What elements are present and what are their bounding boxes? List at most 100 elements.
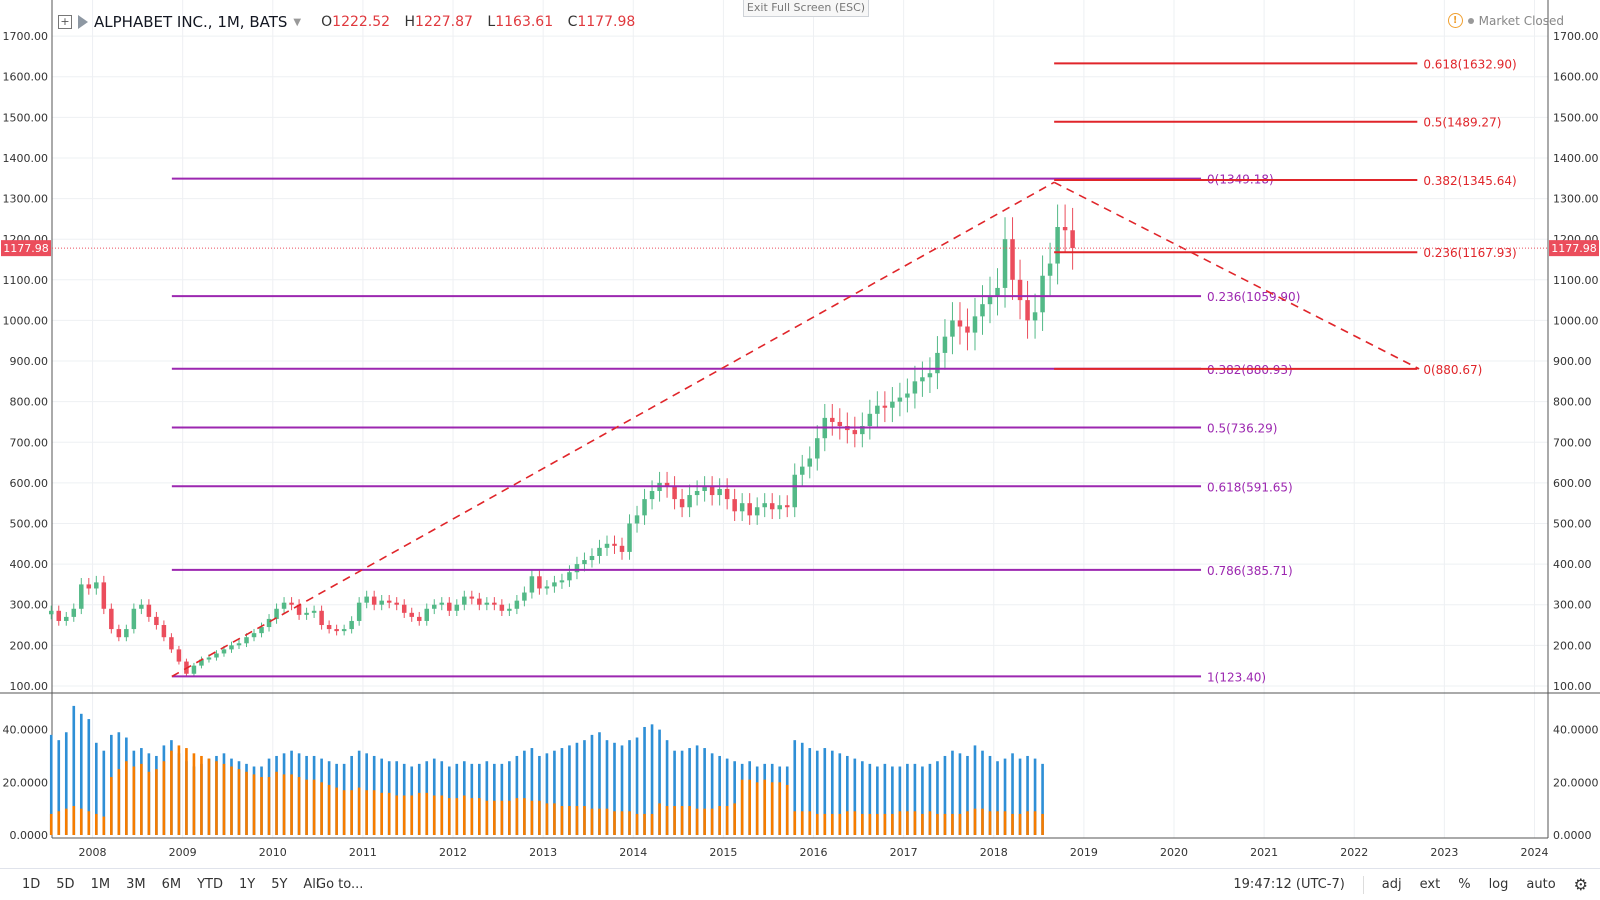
candle-body	[1002, 239, 1008, 288]
add-compare-icon[interactable]: +	[58, 15, 72, 29]
volume-bar-orange	[845, 811, 849, 835]
volume-bar-orange	[973, 808, 977, 835]
volume-bar-blue	[64, 732, 68, 835]
candle-body	[619, 545, 625, 552]
volume-bar-blue	[673, 750, 676, 835]
candle-body	[266, 618, 272, 628]
ext-toggle[interactable]: ext	[1419, 877, 1441, 892]
bottom-toolbar: 1D 5D 1M 3M 6M YTD 1Y 5Y All Go to... 19:47:12 (…	[0, 868, 1600, 900]
price-tick-label-left: 400.00	[10, 558, 49, 571]
volume-bar-blue	[921, 766, 924, 835]
volume-bar-orange	[1033, 811, 1037, 835]
log-toggle[interactable]: log	[1488, 877, 1509, 892]
range-button-ytd[interactable]: YTD	[197, 877, 223, 892]
range-button-1y[interactable]: 1Y	[238, 877, 256, 892]
percent-toggle[interactable]: %	[1458, 877, 1471, 892]
symbol-title[interactable]: ALPHABET INC., 1M, BATS	[94, 13, 288, 31]
exit-fullscreen-button[interactable]: Exit Full Screen (ESC)	[743, 0, 869, 17]
auto-toggle[interactable]: auto	[1526, 877, 1556, 892]
volume-bar-orange	[402, 795, 406, 835]
divider	[1362, 875, 1364, 894]
candle-body	[289, 602, 294, 605]
candle-body	[169, 637, 174, 650]
volume-bar-blue	[545, 753, 549, 835]
fib-retracement-label: 0.786(385.71)	[1207, 564, 1293, 578]
volume-bar-blue	[493, 763, 496, 835]
volume-bar-orange	[913, 811, 917, 835]
volume-bar-orange	[440, 795, 444, 835]
candle-body	[1070, 230, 1075, 249]
volume-bar-orange	[252, 774, 256, 835]
candle-body	[1062, 227, 1068, 231]
range-button-1m[interactable]: 1M	[90, 877, 111, 892]
volume-bar-orange	[447, 798, 451, 835]
candle-body	[161, 625, 167, 638]
gear-icon[interactable]: ⚙	[1573, 875, 1588, 894]
candle-body	[424, 608, 430, 621]
candle-body	[101, 582, 107, 609]
volume-bar-orange	[230, 766, 233, 835]
volume-bar-orange	[598, 808, 601, 835]
volume-tick-label-left: 0.0000	[10, 829, 49, 842]
volume-bar-blue	[553, 750, 556, 835]
volume-bar-orange	[102, 816, 106, 835]
volume-bar-orange	[357, 787, 361, 835]
candle-body	[379, 600, 384, 605]
volume-bar-blue	[838, 753, 842, 835]
adj-toggle[interactable]: adj	[1381, 877, 1402, 892]
volume-bar-orange	[538, 800, 541, 835]
volume-bar-orange	[508, 800, 511, 835]
candle-body	[281, 602, 287, 609]
range-button-5y[interactable]: 5Y	[271, 877, 288, 892]
candle-body	[987, 296, 993, 305]
price-tick-label-right: 500.00	[1553, 517, 1592, 530]
volume-bar-orange	[342, 790, 346, 835]
volume-bar-orange	[695, 808, 699, 835]
time-tick-label: 2014	[619, 846, 647, 859]
range-button-3m[interactable]: 3M	[126, 877, 146, 892]
volume-bar-orange	[312, 779, 316, 835]
volume-bar-orange	[87, 811, 91, 835]
volume-bar-blue	[508, 761, 511, 835]
candle-body	[800, 466, 805, 475]
volume-bar-orange	[943, 813, 947, 835]
candle-body	[747, 503, 752, 516]
toolbar-right: 19:47:12 (UTC-7) adj ext % log auto ⚙	[1233, 875, 1588, 894]
price-tick-label-right: 300.00	[1553, 599, 1592, 612]
candle-body	[86, 584, 92, 589]
volume-bar-blue	[906, 763, 909, 835]
price-tick-label-right: 200.00	[1553, 639, 1592, 652]
volume-bar-blue	[966, 755, 969, 835]
volume-bar-orange	[1026, 811, 1029, 835]
candle-body	[597, 547, 602, 556]
goto-button[interactable]: Go to...	[316, 877, 364, 892]
volume-bar-blue	[703, 748, 706, 835]
volume-bar-orange	[64, 808, 68, 835]
price-tick-label-right: 1100.00	[1553, 274, 1599, 287]
volume-bar-orange	[1003, 811, 1007, 835]
range-button-6m[interactable]: 6M	[161, 877, 182, 892]
volume-bar-blue	[102, 750, 106, 835]
volume-bar-orange	[335, 787, 338, 835]
volume-bar-orange	[861, 813, 864, 835]
open-value: 1222.52	[332, 14, 391, 30]
range-button-1d[interactable]: 1D	[22, 877, 41, 892]
price-tick-label-right: 1600.00	[1553, 71, 1599, 84]
price-tick-label-left: 800.00	[10, 396, 49, 409]
range-button-all[interactable]: All	[303, 877, 320, 892]
range-button-5d[interactable]: 5D	[56, 877, 75, 892]
volume-bar-blue	[523, 750, 526, 835]
volume-bar-orange	[215, 761, 218, 835]
flag-icon[interactable]	[78, 15, 88, 29]
volume-bar-blue	[988, 755, 992, 835]
volume-bar-orange	[928, 811, 932, 835]
volume-tick-label-left: 40.0000	[3, 724, 49, 737]
candle-body	[649, 490, 655, 500]
candle-body	[477, 598, 482, 605]
candle-body	[582, 560, 587, 565]
dropdown-caret-icon[interactable]: ▼	[293, 16, 302, 28]
volume-bar-orange	[432, 795, 436, 835]
candle-body	[875, 405, 880, 414]
candle-body	[980, 304, 985, 317]
